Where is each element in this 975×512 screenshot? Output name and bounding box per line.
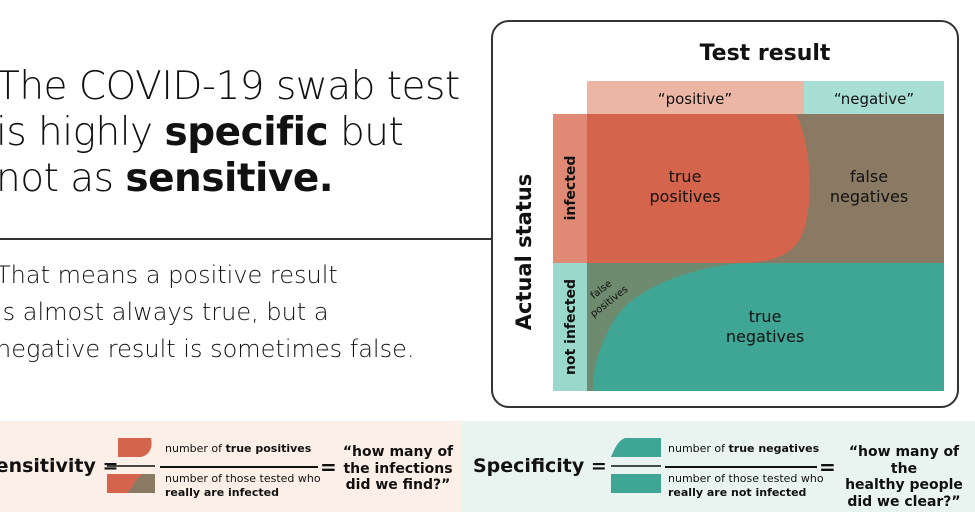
specificity-question: “how many of the healthy people did we c… bbox=[845, 444, 963, 510]
false-negatives-line-2: negatives bbox=[830, 187, 908, 206]
infected-side-bar bbox=[553, 114, 587, 263]
sensitivity-label: Sensitivity = bbox=[0, 455, 119, 477]
true-positives-line-1: true bbox=[669, 167, 702, 186]
infected-positive-swatch-icon bbox=[107, 474, 143, 493]
specificity-numerator: number of true negatives bbox=[668, 442, 820, 455]
column-positive-label: “positive” bbox=[658, 90, 732, 108]
divider-rule bbox=[0, 238, 492, 240]
specificity-label: Specificity = bbox=[473, 455, 607, 477]
sensitivity-denominator: number of those tested who really are in… bbox=[165, 472, 321, 499]
specificity-formula-panel: Specificity = number of true negatives n… bbox=[462, 421, 975, 512]
specificity-divider bbox=[665, 466, 817, 468]
true-positives-line-2: positives bbox=[649, 187, 720, 206]
sensitivity-fraction-icons bbox=[107, 438, 155, 493]
true-positives-region bbox=[587, 114, 810, 263]
sensitivity-divider bbox=[160, 466, 318, 468]
explanation-text: That means a positive result is almost a… bbox=[0, 257, 456, 369]
diagram-title: Test result bbox=[700, 41, 831, 66]
specificity-denominator: number of those tested who really are no… bbox=[668, 472, 824, 499]
emphasis-sensitive: sensitive. bbox=[125, 156, 334, 202]
explanation-line-1: That means a positive result bbox=[0, 261, 338, 289]
sensitivity-question: “how many of the infections did we find?… bbox=[342, 444, 454, 494]
confusion-diagram-panel: Test result “positive” “negative” Actual… bbox=[491, 20, 959, 408]
not-infected-row-swatch-icon bbox=[611, 474, 661, 493]
headline: The COVID-19 swab test is highly specifi… bbox=[0, 64, 476, 202]
false-negatives-line-1: false bbox=[850, 167, 888, 186]
sensitivity-numerator: number of true positives bbox=[165, 442, 312, 455]
true-negatives-line-1: true bbox=[749, 307, 782, 326]
specificity-equals: = bbox=[819, 455, 836, 479]
row-axis-label: Actual status bbox=[512, 174, 536, 331]
emphasis-specific: specific bbox=[164, 110, 329, 156]
specificity-fraction-icons bbox=[611, 438, 661, 493]
false-positives-region bbox=[587, 263, 743, 391]
not-infected-side-bar bbox=[553, 263, 587, 391]
headline-line-1: The COVID-19 swab test bbox=[0, 64, 460, 109]
row-infected-label: infected bbox=[563, 156, 579, 221]
true-negatives-line-2: negatives bbox=[726, 327, 804, 346]
positive-header-bar bbox=[587, 81, 804, 114]
row-not-infected-label: not infected bbox=[563, 279, 579, 375]
confusion-diagram-svg: Test result “positive” “negative” Actual… bbox=[512, 41, 944, 391]
sensitivity-formula-panel: Sensitivity = number of true positives n… bbox=[0, 421, 462, 512]
true-negatives-swatch-icon bbox=[611, 438, 661, 457]
headline-line-3: not as sensitive. bbox=[0, 156, 334, 202]
column-negative-label: “negative” bbox=[834, 90, 914, 108]
negative-header-bar bbox=[804, 81, 944, 114]
explanation-line-2: is almost always true, but a bbox=[0, 298, 329, 327]
explanation-line-3: negative result is sometimes false. bbox=[0, 335, 415, 364]
sensitivity-equals: = bbox=[320, 455, 337, 479]
true-positives-swatch-icon bbox=[118, 438, 152, 457]
headline-line-2: is highly specific but bbox=[0, 110, 404, 156]
